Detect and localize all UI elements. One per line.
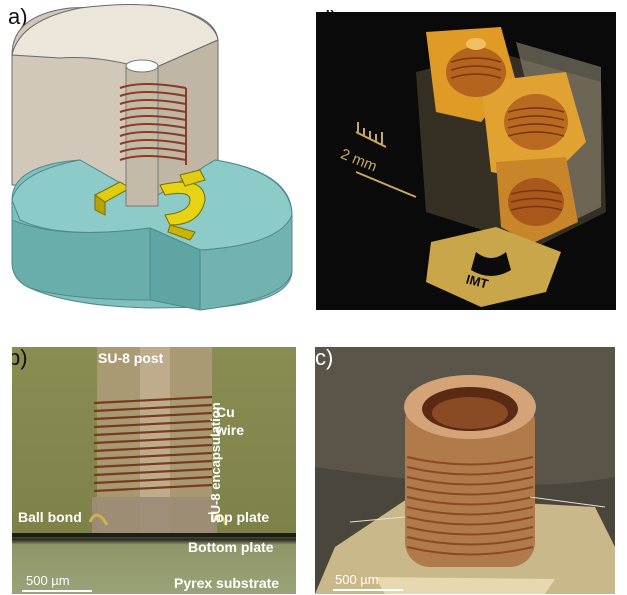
pyrex-substrate-label: Pyrex substrate [174,575,280,591]
top-plate-label: Top plate [208,509,270,525]
schematic-panel [0,0,300,320]
bottom-plate-label: Bottom plate [188,539,274,555]
side-view-micrograph: b) SU-8 post Cu wire SU-8 encapsulation … [12,347,296,594]
scale-bar-c [333,589,403,591]
scale-label-c: 500 µm [335,572,379,587]
perspective-micrograph: c) 500 µm [315,347,615,594]
ball-bond-label: Ball bond [18,509,82,525]
cu-wire-label: Cu wire [216,404,245,438]
coil-blocks-image [316,12,616,310]
coil-perspective-image [315,347,615,594]
su8-encapsulation-label: SU-8 encapsulation [208,402,223,523]
scale-bar-b [22,590,92,592]
scale-label-b: 500 µm [26,573,70,588]
coil-schematic [11,3,293,311]
su8-post-label: SU-8 post [98,350,164,366]
coil-side-image [12,347,296,594]
panel-c-label: c) [315,347,334,370]
panel-b-label: b) [12,347,28,370]
panel-a-label: a) [8,4,28,29]
packaged-coils-photo: 2 mm IMT [316,12,616,310]
